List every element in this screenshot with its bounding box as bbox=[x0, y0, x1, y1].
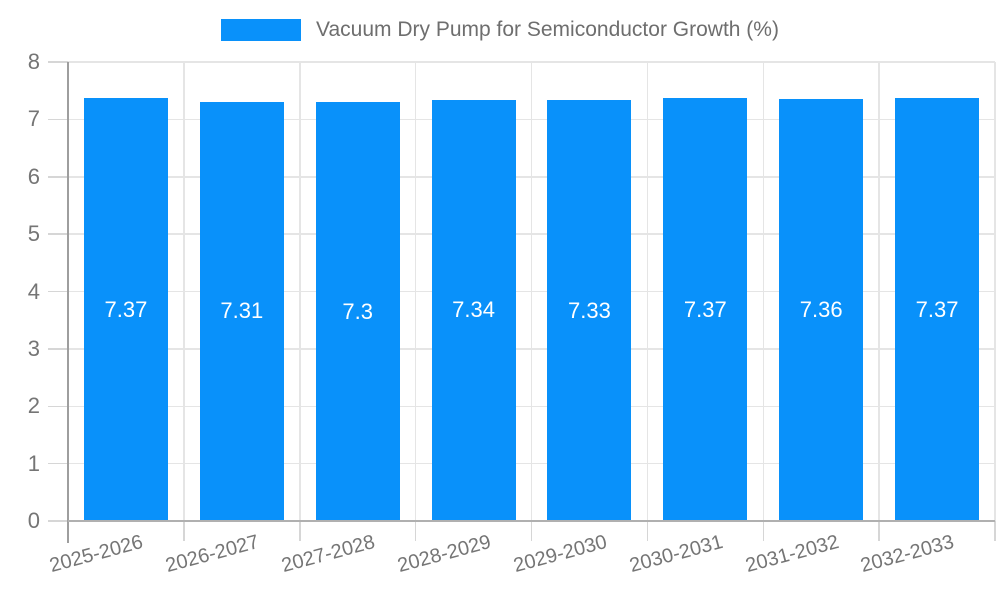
x-axis-label: 2028-2029 bbox=[395, 531, 494, 578]
bar[interactable]: 7.31 bbox=[199, 101, 284, 521]
gridline-vertical bbox=[762, 62, 764, 521]
bar[interactable]: 7.37 bbox=[663, 98, 748, 521]
bar-value-label: 7.37 bbox=[683, 296, 727, 322]
y-axis-tick-label: 2 bbox=[27, 393, 40, 419]
x-axis-tick bbox=[762, 521, 764, 541]
y-axis-tick bbox=[48, 405, 68, 407]
x-axis-tick bbox=[183, 521, 185, 541]
x-axis-label: 2027-2028 bbox=[279, 531, 378, 578]
x-axis-label: 2032-2033 bbox=[858, 531, 957, 578]
y-axis-tick bbox=[48, 61, 68, 63]
bar[interactable]: 7.33 bbox=[547, 100, 632, 521]
y-axis-tick-label: 7 bbox=[27, 106, 40, 132]
x-axis-tick bbox=[414, 521, 417, 541]
legend-swatch bbox=[221, 19, 302, 41]
y-axis-tick bbox=[48, 233, 68, 235]
x-axis-tick bbox=[646, 521, 649, 541]
x-axis-tick bbox=[994, 521, 996, 541]
bar-value-label: 7.36 bbox=[799, 296, 843, 322]
y-axis-tick bbox=[48, 118, 68, 121]
y-axis-line bbox=[67, 62, 69, 543]
x-axis-label: 2031-2032 bbox=[742, 531, 841, 578]
bar-value-label: 7.31 bbox=[220, 298, 264, 324]
x-axis-label: 2026-2027 bbox=[163, 531, 262, 578]
y-axis-tick-label: 8 bbox=[27, 49, 40, 74]
y-axis-tick bbox=[48, 462, 68, 465]
bar[interactable]: 7.37 bbox=[895, 98, 980, 521]
x-axis-label: 2025-2026 bbox=[47, 531, 146, 578]
bar[interactable]: 7.3 bbox=[315, 102, 400, 521]
y-axis-tick-label: 6 bbox=[27, 163, 40, 189]
bar[interactable]: 7.36 bbox=[779, 98, 864, 521]
gridline-vertical bbox=[299, 62, 301, 521]
bar[interactable]: 7.37 bbox=[83, 98, 168, 521]
gridline-vertical bbox=[414, 62, 417, 521]
bar-value-label: 7.3 bbox=[342, 298, 373, 324]
x-axis-tick bbox=[878, 521, 880, 541]
x-axis-label: 2030-2031 bbox=[626, 531, 726, 578]
x-axis-line bbox=[68, 520, 995, 522]
gridline-vertical bbox=[530, 62, 533, 521]
gridline-vertical bbox=[994, 62, 996, 521]
x-axis-label: 2029-2030 bbox=[511, 531, 610, 578]
legend: Vacuum Dry Pump for Semiconductor Growth… bbox=[0, 19, 1000, 41]
bar-value-label: 7.34 bbox=[452, 297, 495, 323]
x-axis-tick bbox=[299, 521, 301, 541]
y-axis-tick-label: 5 bbox=[27, 221, 40, 247]
bar[interactable]: 7.34 bbox=[431, 99, 516, 521]
y-axis-tick bbox=[48, 348, 68, 350]
gridline-vertical bbox=[878, 62, 880, 521]
y-axis-tick bbox=[48, 176, 68, 178]
bar-value-label: 7.37 bbox=[104, 296, 148, 322]
y-axis-tick-label: 0 bbox=[27, 508, 40, 533]
y-axis-tick bbox=[48, 290, 68, 293]
bar-value-label: 7.37 bbox=[915, 296, 959, 322]
chart-title: Vacuum Dry Pump for Semiconductor Growth… bbox=[316, 18, 779, 41]
y-axis-tick-label: 1 bbox=[27, 450, 40, 476]
gridline-vertical bbox=[646, 62, 649, 521]
x-axis-tick bbox=[530, 521, 533, 541]
gridline-vertical bbox=[183, 62, 185, 521]
y-axis-tick bbox=[48, 520, 68, 522]
legend-item[interactable]: Vacuum Dry Pump for Semiconductor Growth… bbox=[221, 19, 779, 41]
y-axis-tick-label: 3 bbox=[27, 335, 40, 361]
y-axis-tick-label: 4 bbox=[27, 278, 40, 304]
bar-value-label: 7.33 bbox=[568, 297, 611, 323]
plot-area: 0 1 2 3 4 5 6 7 8 7.37 7.31 7.3 7.34 7.33 7.37 7.36 7.3… bbox=[28, 49, 996, 577]
